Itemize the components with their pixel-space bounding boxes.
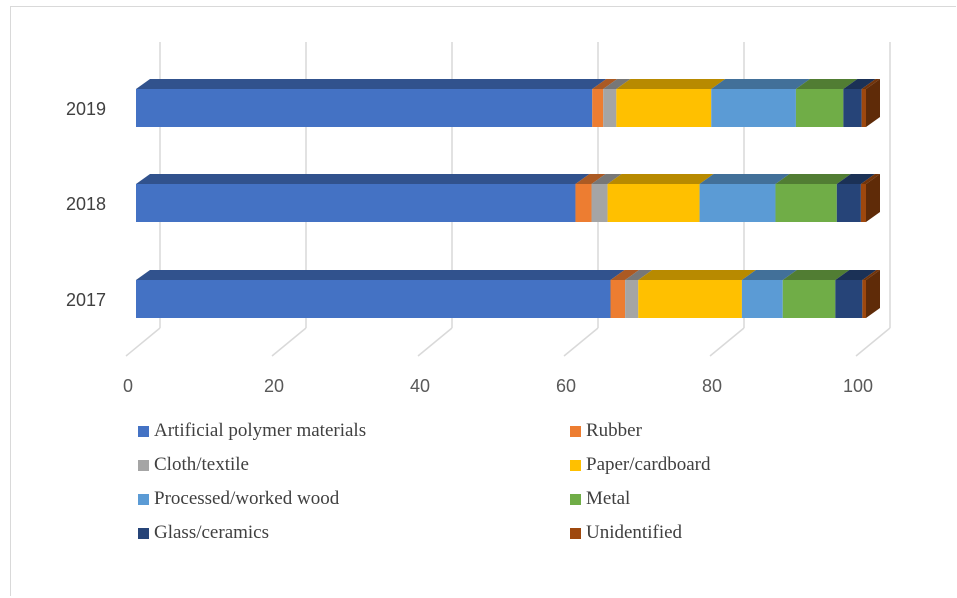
legend-item-artificial-polymer-materials: Artificial polymer materials (138, 420, 366, 442)
legend-item-cloth-textile: Cloth/textile (138, 454, 249, 476)
bar-2017-cloth-textile (625, 270, 653, 318)
x-tick-label-40: 40 (410, 376, 430, 396)
bar-2017-artificial-polymer-materials (136, 270, 625, 318)
x-tick-label-0: 0 (123, 376, 133, 396)
legend-label: Cloth/textile (154, 454, 249, 475)
bar-2019-unidentified (861, 79, 880, 127)
legend-label: Rubber (586, 420, 642, 441)
legend-item-processed-worked-wood: Processed/worked wood (138, 488, 339, 510)
y-axis-categories: 2017 2018 2019 (66, 99, 106, 310)
bar-2018-glass-ceramics (836, 174, 875, 222)
category-label-2018: 2018 (66, 194, 106, 214)
bar-2019-cloth-textile (603, 79, 631, 127)
gridline-floor-60 (563, 327, 599, 357)
legend-swatch (138, 459, 149, 471)
bar-2017-metal (782, 270, 850, 318)
bar-2019-paper-cardboard (616, 79, 726, 127)
legend-swatch (570, 527, 581, 539)
gridline-floor-20 (271, 327, 307, 357)
legend-label: Processed/worked wood (154, 488, 340, 509)
bar-2018-processed-worked-wood (699, 174, 790, 222)
bar-2017-processed-worked-wood (741, 270, 797, 318)
legend-item-unidentified: Unidentified (570, 522, 682, 544)
x-tick-label-60: 60 (556, 376, 576, 396)
legend-label: Unidentified (586, 522, 683, 543)
x-tick-label-80: 80 (702, 376, 722, 396)
bar-2019-glass-ceramics (843, 79, 876, 127)
gridline-floor-40 (417, 327, 453, 357)
legend-label: Artificial polymer materials (154, 420, 367, 441)
legend-swatch (570, 459, 581, 471)
bar-2018-metal (775, 174, 851, 222)
bar-2017-unidentified (862, 270, 880, 318)
x-tick-label-100: 100 (843, 376, 873, 396)
legend-swatch (570, 493, 581, 505)
bar-2018-cloth-textile (591, 174, 622, 222)
bars (136, 79, 880, 318)
legend-item-glass-ceramics: Glass/ceramics (138, 522, 269, 544)
legend-item-metal: Metal (570, 488, 630, 510)
gridline-floor-100 (855, 327, 891, 357)
legend-swatch (138, 425, 149, 437)
bar-2019-rubber (592, 79, 618, 127)
bar-2019-metal (795, 79, 858, 127)
legend-swatch (138, 493, 149, 505)
legend-label: Glass/ceramics (154, 522, 270, 543)
legend-label: Paper/cardboard (586, 454, 711, 475)
legend-swatch (570, 425, 581, 437)
legend-swatch (138, 527, 149, 539)
bar-2017-paper-cardboard (638, 270, 756, 318)
bar-2017-glass-ceramics (835, 270, 877, 318)
category-label-2017: 2017 (66, 290, 106, 310)
legend-item-paper-cardboard: Paper/cardboard (570, 454, 711, 476)
gridline-floor-0 (125, 327, 161, 357)
legend-item-rubber: Rubber (570, 420, 642, 442)
bar-2019-processed-worked-wood (711, 79, 810, 127)
legend-label: Metal (586, 488, 631, 509)
chart-frame (10, 6, 956, 596)
x-axis-ticks: 0 20 40 60 80 100 (123, 376, 873, 396)
bar-2019-artificial-polymer-materials (136, 79, 607, 127)
gridline-floor-80 (709, 327, 745, 357)
bar-2018-paper-cardboard (607, 174, 714, 222)
bar-2017-rubber (610, 270, 640, 318)
bar-2018-artificial-polymer-materials (136, 174, 590, 222)
bar-2018-unidentified (860, 174, 880, 222)
category-label-2019: 2019 (66, 99, 106, 119)
bar-2018-rubber (575, 174, 606, 222)
x-tick-label-20: 20 (264, 376, 284, 396)
